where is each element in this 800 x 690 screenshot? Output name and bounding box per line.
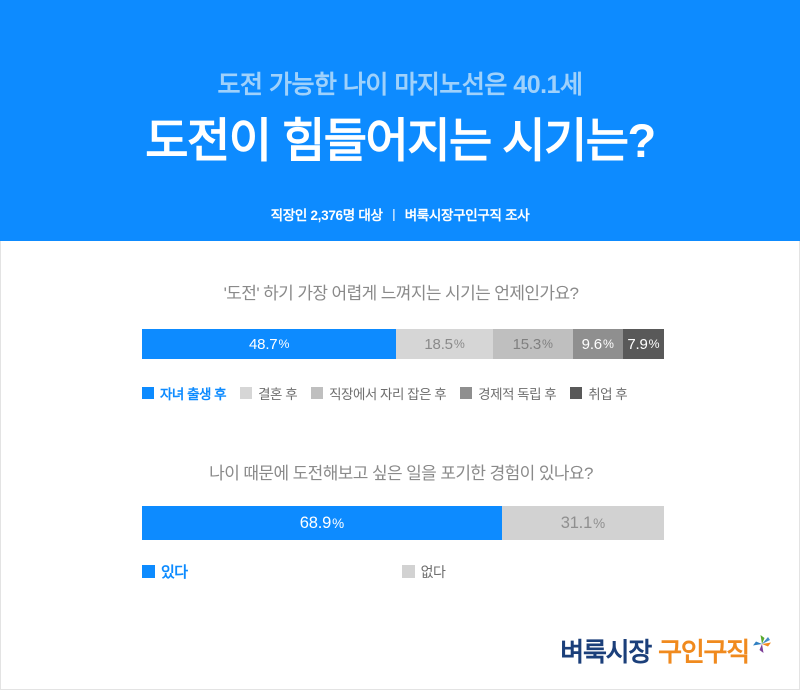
legend-label: 자녀 출생 후 [160, 387, 227, 402]
page-title: 도전이 힘들어지는 시기는? [145, 114, 656, 167]
legend-label: 결혼 후 [258, 387, 298, 402]
chart-2-legend-item-1: 있다 [142, 561, 188, 582]
chart-1-segment-1: 48.7% [142, 329, 397, 359]
percent-sign: % [593, 515, 605, 531]
legend-label: 없다 [420, 563, 446, 580]
chart-1-segment-5: 7.9% [622, 329, 664, 359]
content-area: '도전' 하기 가장 어렵게 느껴지는 시기는 언제인가요? 48.7% 18.5… [0, 241, 800, 690]
segment-value: 15.3 [512, 335, 542, 353]
legend-swatch [142, 387, 154, 399]
segment-value: 48.7 [249, 335, 278, 353]
header-caption: 직장인 2,376명 대상 ㅣ 벼룩시장구인구직 조사 [0, 204, 800, 224]
chart-1-legend-item-1: 자녀 출생 후 [142, 383, 227, 403]
segment-value: 9.6 [581, 335, 602, 353]
brand-logo: 벼룩시장 구인구직 [560, 633, 773, 665]
caption-source: 벼룩시장구인구직 조사 [404, 208, 530, 223]
chart-2-stacked-bar: 68.9% 31.1% [142, 506, 664, 540]
chart-1-legend-item-4: 경제적 독립 후 [460, 383, 557, 403]
percent-sign: % [453, 337, 465, 351]
legend-swatch [240, 387, 253, 399]
segment-value: 31.1 [560, 513, 593, 532]
percent-sign: % [332, 515, 344, 531]
chart-1-legend-item-3: 직장에서 자리 잡은 후 [311, 383, 447, 403]
chart-2-segment-2: 31.1% [501, 506, 664, 540]
legend-swatch [570, 387, 583, 399]
header-subtitle: 도전 가능한 나이 마지노선은 40.1세 [217, 71, 583, 99]
legend-swatch [401, 565, 415, 578]
legend-label: 있다 [161, 564, 188, 581]
segment-value: 68.9 [299, 513, 332, 532]
percent-sign: % [278, 337, 290, 351]
question-1-title: '도전' 하기 가장 어렵게 느껴지는 시기는 언제인가요? [223, 284, 579, 303]
chart-2-legend: 있다 없다 [142, 561, 664, 582]
percent-sign: % [602, 337, 614, 351]
legend-swatch [460, 387, 473, 399]
chart-1-legend-item-2: 결혼 후 [240, 383, 298, 403]
legend-swatch [142, 565, 155, 578]
chart-1-segment-4: 9.6% [572, 329, 623, 359]
chart-1-segment-3: 15.3% [492, 329, 573, 359]
chart-2-segment-1: 68.9% [142, 506, 502, 540]
legend-label: 직장에서 자리 잡은 후 [329, 387, 447, 402]
chart-1-stacked-bar: 48.7% 18.5% 15.3% 9.6% 7.9% [142, 329, 664, 359]
pinwheel-icon [751, 633, 773, 655]
legend-label: 경제적 독립 후 [478, 387, 557, 402]
segment-value: 7.9 [627, 335, 648, 353]
percent-sign: % [648, 337, 660, 351]
chart-1-legend-item-5: 취업 후 [570, 383, 628, 403]
chart-2-legend-item-2: 없다 [401, 562, 446, 582]
logo-text-secondary: 구인구직 [658, 637, 750, 667]
segment-value: 18.5 [424, 335, 453, 353]
chart-1-legend: 자녀 출생 후 결혼 후 직장에서 자리 잡은 후 경제적 독립 후 취업 후 [142, 383, 664, 403]
logo-text-primary: 벼룩시장 [560, 637, 652, 667]
percent-sign: % [542, 337, 553, 351]
question-2-title: 나이 때문에 도전해보고 싶은 일을 포기한 경험이 있나요? [209, 464, 593, 483]
caption-sample-size: 직장인 2,376명 대상 [270, 208, 383, 223]
legend-swatch [311, 387, 324, 399]
chart-1-segment-2: 18.5% [396, 329, 493, 359]
header-banner: 도전 가능한 나이 마지노선은 40.1세 도전이 힘들어지는 시기는? 직장인… [0, 0, 800, 241]
legend-label: 취업 후 [588, 387, 628, 402]
caption-separator: ㅣ [387, 208, 400, 223]
